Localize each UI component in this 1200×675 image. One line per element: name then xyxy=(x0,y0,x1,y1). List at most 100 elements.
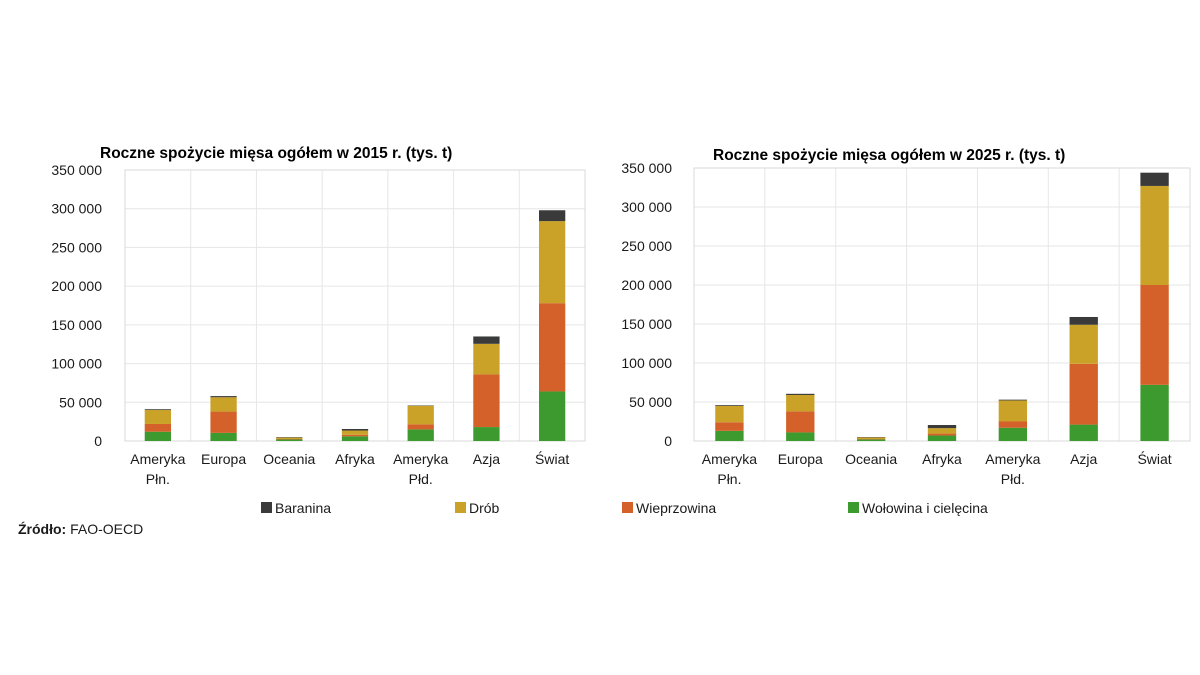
legend-label-drob: Drób xyxy=(469,500,500,516)
y-tick-label: 200 000 xyxy=(51,278,102,294)
bar-segment-wolowina-i-cielecina-oceania xyxy=(276,439,303,441)
bar-segment-wolowina-i-cielecina-ameryka-pln xyxy=(715,430,744,441)
chart-title: Roczne spożycie mięsa ogółem w 2015 r. (… xyxy=(100,145,452,162)
bar-segment-drob-azja xyxy=(473,343,500,375)
y-tick-label: 150 000 xyxy=(621,316,672,332)
bar-segment-baranina-azja xyxy=(1069,316,1098,325)
bar-segment-baranina-europa xyxy=(210,396,237,398)
legend-swatch-wieprzowina xyxy=(622,502,633,513)
bar-segment-wieprzowina-azja xyxy=(1069,363,1098,425)
plot-frame xyxy=(124,169,586,442)
bar-segment-drob-ameryka-pld xyxy=(407,405,434,425)
bar-segment-drob-azja xyxy=(1069,324,1098,364)
chart-2015: Roczne spożycie mięsa ogółem w 2015 r. (… xyxy=(51,145,586,487)
bar-segment-baranina-azja xyxy=(473,336,500,344)
bar-segment-drob-europa xyxy=(210,397,237,412)
chart-2025: Roczne spożycie mięsa ogółem w 2025 r. (… xyxy=(621,147,1191,487)
source-note: Źródło: FAO-OECD xyxy=(18,521,143,537)
bar-segment-baranina-ameryka-pln xyxy=(715,405,744,406)
bar-segment-wolowina-i-cielecina-afryka xyxy=(927,435,957,441)
bar-segment-baranina-swiat xyxy=(539,210,566,222)
bar-segment-wolowina-i-cielecina-swiat xyxy=(1140,384,1169,441)
legend: Baranina Drób Wieprzowina Wołowina i cielęc… xyxy=(261,500,988,516)
y-tick-label: 250 000 xyxy=(621,238,672,254)
bar-segment-drob-oceania xyxy=(276,437,303,439)
bar-segment-drob-swiat xyxy=(539,221,566,304)
bar-segment-wolowina-i-cielecina-afryka xyxy=(341,436,369,441)
legend-label-wolowina: Wołowina i cielęcina xyxy=(862,500,988,516)
bar-segment-drob-oceania xyxy=(856,437,886,440)
bar-segment-wolowina-i-cielecina-ameryka-pld xyxy=(998,427,1028,441)
bar-segment-baranina-afryka xyxy=(341,428,369,431)
bar-segment-drob-swiat xyxy=(1140,185,1169,285)
bar-segment-wieprzowina-ameryka-pln xyxy=(715,422,744,431)
x-category-label: Oceania xyxy=(263,451,315,467)
y-tick-label: 100 000 xyxy=(51,356,102,372)
bar-segment-wieprzowina-europa xyxy=(786,411,815,433)
y-tick-label: 50 000 xyxy=(629,394,672,410)
y-tick-label: 0 xyxy=(664,433,672,449)
bar-segment-wolowina-i-cielecina-swiat xyxy=(539,391,566,441)
x-category-label: Ameryka Płn. xyxy=(130,451,185,487)
bar-segment-wolowina-i-cielecina-ameryka-pln xyxy=(144,431,171,441)
bar-segment-wieprzowina-ameryka-pln xyxy=(144,423,171,432)
bar-segment-wolowina-i-cielecina-azja xyxy=(1069,424,1098,441)
bar-segment-baranina-europa xyxy=(786,393,815,395)
legend-label-wieprzowina: Wieprzowina xyxy=(636,500,716,516)
chart-title: Roczne spożycie mięsa ogółem w 2025 r. (… xyxy=(713,147,1065,164)
bar-segment-drob-ameryka-pld xyxy=(998,400,1028,422)
bar-segment-wieprzowina-swiat xyxy=(539,303,566,392)
legend-label-baranina: Baranina xyxy=(275,500,331,516)
bar-segment-wieprzowina-swiat xyxy=(1140,285,1169,385)
x-category-label: Afryka xyxy=(335,451,375,467)
legend-swatch-baranina xyxy=(261,502,272,513)
x-category-label: Ameryka Płd. xyxy=(393,451,448,487)
x-category-label: Ameryka Płd. xyxy=(985,451,1040,487)
x-category-label: Azja xyxy=(1070,451,1097,467)
bar-segment-wolowina-i-cielecina-europa xyxy=(210,432,237,441)
y-tick-label: 350 000 xyxy=(621,160,672,176)
x-category-label: Afryka xyxy=(922,451,962,467)
legend-swatch-drob xyxy=(455,502,466,513)
y-tick-label: 350 000 xyxy=(51,162,102,178)
bar-segment-baranina-swiat xyxy=(1140,172,1169,186)
bar-segment-wolowina-i-cielecina-azja xyxy=(473,427,500,441)
x-category-label: Świat xyxy=(535,450,569,467)
bar-segment-wieprzowina-ameryka-pld xyxy=(407,424,434,430)
y-tick-label: 300 000 xyxy=(51,201,102,217)
source-label: Źródło: xyxy=(18,521,66,537)
x-category-label: Azja xyxy=(473,451,500,467)
bar-segment-wolowina-i-cielecina-oceania xyxy=(856,439,886,441)
y-tick-label: 200 000 xyxy=(621,277,672,293)
bar-segment-drob-ameryka-pln xyxy=(144,410,171,424)
y-tick-label: 150 000 xyxy=(51,317,102,333)
y-tick-label: 300 000 xyxy=(621,199,672,215)
bar-segment-drob-ameryka-pln xyxy=(715,405,744,423)
source-text: FAO-OECD xyxy=(70,521,143,537)
bar-segment-wieprzowina-europa xyxy=(210,411,237,433)
bar-segment-wolowina-i-cielecina-ameryka-pld xyxy=(407,429,434,441)
plot-frame xyxy=(693,167,1191,442)
bar-segment-wieprzowina-afryka xyxy=(341,434,369,437)
y-tick-label: 250 000 xyxy=(51,239,102,255)
legend-swatch-wolowina xyxy=(848,502,859,513)
bar-segment-baranina-ameryka-pln xyxy=(144,409,171,411)
bar-segment-wieprzowina-afryka xyxy=(927,433,957,436)
x-category-label: Europa xyxy=(778,451,823,467)
x-category-label: Ameryka Płn. xyxy=(702,451,757,487)
bar-segment-drob-afryka xyxy=(341,430,369,435)
x-category-label: Świat xyxy=(1137,450,1171,467)
bar-segment-wolowina-i-cielecina-europa xyxy=(786,432,815,441)
y-tick-label: 50 000 xyxy=(59,394,102,410)
bar-segment-baranina-afryka xyxy=(927,425,957,429)
bar-segment-wieprzowina-azja xyxy=(473,374,500,428)
bar-segment-wieprzowina-ameryka-pld xyxy=(998,421,1028,428)
y-tick-label: 0 xyxy=(94,433,102,449)
bar-segment-drob-europa xyxy=(786,394,815,412)
bar-segment-baranina-ameryka-pld xyxy=(998,399,1028,401)
y-tick-label: 100 000 xyxy=(621,355,672,371)
bar-segment-drob-afryka xyxy=(927,428,957,434)
x-category-label: Europa xyxy=(201,451,246,467)
x-category-label: Oceania xyxy=(845,451,897,467)
